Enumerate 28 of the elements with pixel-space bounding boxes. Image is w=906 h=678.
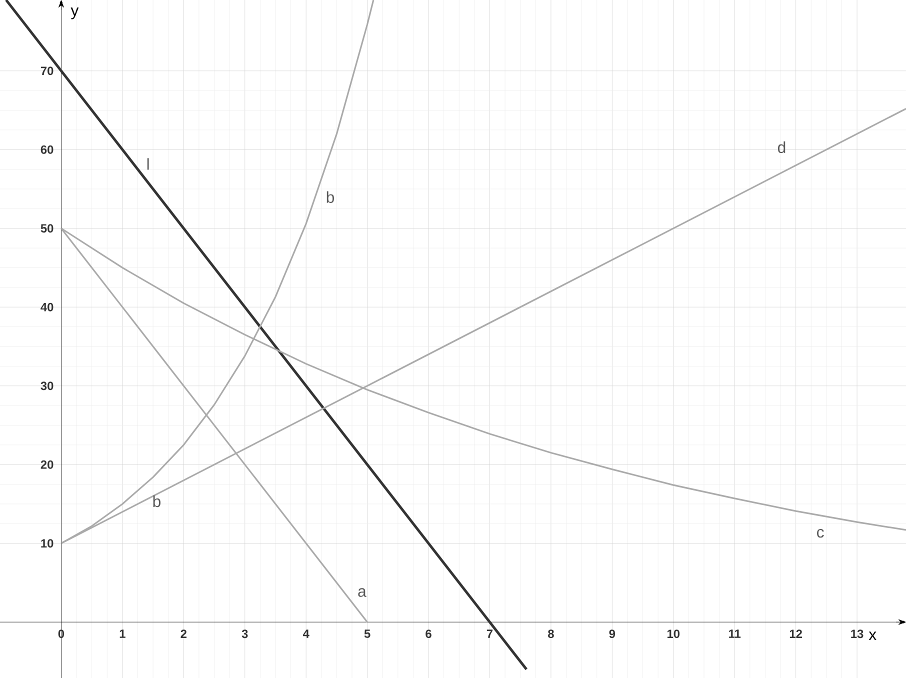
x-tick-label: 1 — [120, 630, 126, 638]
x-tick-label: 9 — [609, 630, 616, 638]
series-label: b — [326, 191, 334, 203]
x-tick-label: 7 — [486, 630, 493, 638]
x-tick-label: 2 — [180, 630, 186, 638]
y-tick-label: 40 — [40, 302, 54, 312]
series-label: l — [147, 158, 149, 170]
series-label: c — [816, 528, 824, 538]
y-tick-label: 30 — [40, 382, 54, 390]
x-tick-label: 11 — [729, 630, 741, 638]
x-tick-label: 12 — [790, 630, 802, 638]
x-axis-title: x — [868, 632, 876, 640]
x-tick-label: 10 — [667, 630, 680, 638]
y-tick-label: 10 — [41, 539, 54, 548]
annotation: b — [153, 495, 160, 508]
x-tick-label: 5 — [364, 630, 370, 638]
x-tick-label: 8 — [548, 630, 554, 638]
y-tick-label: 70 — [40, 66, 54, 76]
series-label: d — [778, 141, 786, 154]
y-tick-label: 20 — [40, 460, 54, 469]
x-tick-label: 13 — [851, 630, 864, 638]
x-tick-label: 3 — [242, 630, 248, 638]
y-tick-label: 60 — [40, 145, 54, 154]
y-tick-label: 50 — [40, 224, 54, 233]
series-label: a — [358, 588, 366, 597]
x-tick-label: 6 — [426, 630, 432, 638]
y-axis-title: y — [70, 8, 79, 20]
x-tick-label: 4 — [302, 630, 310, 638]
